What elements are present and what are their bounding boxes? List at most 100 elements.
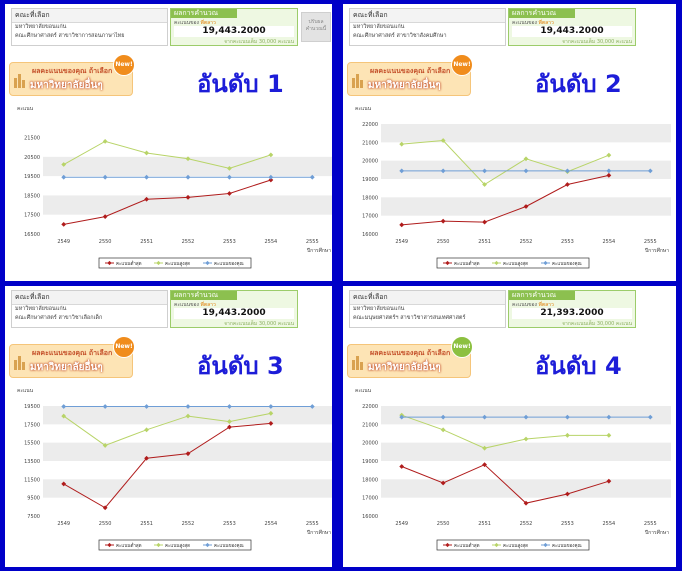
score-label: คะแนนของ พี่ตลาว: [171, 18, 297, 28]
other-universities-banner[interactable]: ผลคะแนนของคุณ ถ้าเลือก มหาวิทยาลัยอื่นๆ: [347, 62, 471, 96]
legend-label-3: คะแนนของคุณ: [214, 262, 244, 267]
score-chart: คะแนน 16500 17500 18500 19500 20500 21500 2549 2…: [17, 106, 332, 269]
data-point-1: [399, 464, 405, 469]
x-tick-label: 2551: [140, 521, 153, 527]
other-universities-banner[interactable]: ผลคะแนนของคุณ ถ้าเลือก มหาวิทยาลัยอื่นๆ: [9, 62, 133, 96]
series-line-1: [401, 464, 610, 504]
x-tick-label: 2551: [478, 521, 491, 527]
series-line-1: [401, 174, 609, 226]
legend-label-2: คะแนนสูงสุด: [503, 543, 528, 549]
result-box: ผลการคำนวณ คะแนนของ พี่ตลาว 19,443.2000 จาก…: [508, 8, 636, 46]
grid-band: [43, 156, 332, 177]
full-score-note: จากคะแนนเต็ม 30,000 คะแนน: [562, 39, 632, 45]
x-tick-label: 2551: [140, 239, 153, 245]
panel-2: คณะที่เลือก มหาวิทยาลัยขอนแก่น คณะศึกษาศาส…: [343, 4, 676, 281]
panel-1: คณะที่เลือก มหาวิทยาลัยขอนแก่น คณะศึกษาศาส…: [5, 4, 332, 281]
rank-title: อันดับ 4: [535, 352, 622, 380]
y-tick-label: 17500: [24, 213, 40, 219]
x-axis-title: ปีการศึกษา: [645, 529, 670, 536]
faculty-box: คณะที่เลือก มหาวิทยาลัยขอนแก่น คณะศึกษาศาส…: [11, 290, 168, 328]
x-tick-label: 2555: [306, 239, 319, 245]
score-chart: คะแนน 16000 17000 18000 19000 20000 21000 22000…: [355, 388, 671, 551]
y-tick-label: 18500: [24, 193, 40, 199]
y-tick-label: 22000: [362, 122, 378, 128]
y-tick-label: 20500: [24, 155, 40, 161]
score-chart: คะแนน 7500 9500 11500 13500 15500 17500 19500 25…: [17, 388, 332, 551]
other-universities-banner[interactable]: ผลคะแนนของคุณ ถ้าเลือก มหาวิทยาลัยอื่นๆ: [9, 344, 133, 378]
y-tick-label: 16000: [362, 232, 378, 238]
legend-label-2: คะแนนสูงสุด: [503, 261, 528, 267]
x-tick-label: 2552: [520, 521, 533, 527]
data-point-1: [565, 182, 570, 187]
legend-box: [436, 539, 590, 551]
legend-box: [98, 539, 252, 551]
data-point-2: [268, 152, 274, 158]
faculty-box: คณะที่เลือก มหาวิทยาลัยขอนแก่น คณะศึกษาศาส…: [11, 8, 168, 46]
result-box: ผลการคำนวณ คะแนนของ พี่ตลาว 19,443.2000 จาก…: [170, 8, 298, 46]
y-tick-label: 13500: [24, 459, 40, 465]
y-tick-label: 16000: [362, 514, 378, 520]
data-point-1: [440, 218, 446, 224]
y-tick-label: 20000: [362, 441, 378, 447]
legend-label-2: คะแนนสูงสุด: [165, 261, 190, 267]
data-point-2: [61, 413, 67, 419]
banner-line1: ผลคะแนนของคุณ ถ้าเลือก: [370, 67, 451, 75]
x-tick-label: 2555: [306, 521, 319, 527]
data-point-1: [227, 191, 232, 196]
score-label-text: คะแนนของ: [174, 20, 199, 26]
data-point-1: [61, 221, 67, 227]
recalculate-button[interactable]: ปรับผล คำนวณนี้: [301, 12, 331, 42]
y-axis-title: คะแนน: [17, 388, 34, 394]
score-value: 19,443.2000: [174, 308, 294, 319]
faculty-university: มหาวิทยาลัยขอนแก่น: [353, 306, 405, 312]
faculty-university: มหาวิทยาลัยขอนแก่น: [353, 24, 405, 30]
y-axis-title: คะแนน: [355, 388, 372, 394]
x-tick-label: 2554: [602, 521, 615, 527]
score-label-text: คะแนนของ: [512, 20, 537, 26]
full-score-note: จากคะแนนเต็ม 30,000 คะแนน: [224, 321, 294, 327]
y-tick-label: 7500: [27, 514, 40, 520]
data-point-2: [227, 165, 232, 171]
new-badge: New!: [113, 54, 135, 76]
x-tick-label: 2552: [182, 521, 195, 527]
banner-line1: ผลคะแนนของคุณ ถ้าเลือก: [32, 349, 113, 357]
bar-chart-icon: [352, 356, 363, 370]
data-point-3: [268, 174, 274, 180]
data-point-2: [523, 156, 529, 162]
faculty-program: คณะศึกษาศาสตร์ สาขาวิชาเลือกเด็ก: [15, 315, 103, 321]
banner-line2: มหาวิทยาลัยอื่นๆ: [368, 362, 441, 373]
y-tick-label: 19000: [362, 177, 378, 183]
grid-band: [381, 442, 671, 461]
legend-label-1: คะแนนต่ำสุด: [116, 260, 142, 267]
y-axis-title: คะแนน: [355, 106, 372, 112]
y-axis-title: คะแนน: [17, 106, 34, 112]
x-tick-label: 2551: [478, 239, 491, 245]
y-tick-label: 17000: [362, 214, 378, 220]
full-score-note: จากคะแนนเต็ม 30,000 คะแนน: [224, 39, 294, 45]
y-tick-label: 9500: [27, 496, 40, 502]
legend-label-1: คะแนนต่ำสุด: [116, 542, 142, 549]
other-universities-banner[interactable]: ผลคะแนนของคุณ ถ้าเลือก มหาวิทยาลัยอื่นๆ: [347, 344, 471, 378]
data-point-2: [606, 432, 612, 438]
legend-label-3: คะแนนของคุณ: [552, 262, 582, 267]
legend-label-3: คะแนนของคุณ: [214, 544, 244, 549]
legend-box: [436, 257, 590, 269]
x-tick-label: 2553: [223, 239, 236, 245]
data-point-2: [185, 156, 191, 162]
data-point-2: [565, 432, 570, 438]
bar-chart-icon: [352, 74, 363, 88]
legend-marker-2: [156, 542, 161, 548]
y-tick-label: 21500: [24, 136, 40, 142]
legend-marker-3: [205, 542, 210, 548]
faculty-box: คณะที่เลือก มหาวิทยาลัยขอนแก่น คณะมนุษยศาส…: [349, 290, 506, 328]
data-point-2: [144, 150, 149, 156]
banner-line2: มหาวิทยาลัยอื่นๆ: [30, 80, 103, 91]
x-tick-label: 2550: [437, 239, 450, 245]
x-tick-label: 2550: [437, 521, 450, 527]
y-tick-label: 16500: [24, 232, 40, 238]
x-tick-label: 2555: [644, 239, 657, 245]
data-point-3: [102, 404, 108, 409]
panel-4: คณะที่เลือก มหาวิทยาลัยขอนแก่น คณะมนุษยศาส…: [343, 286, 676, 567]
legend-box: [98, 257, 252, 269]
legend-label-2: คะแนนสูงสุด: [165, 543, 190, 549]
